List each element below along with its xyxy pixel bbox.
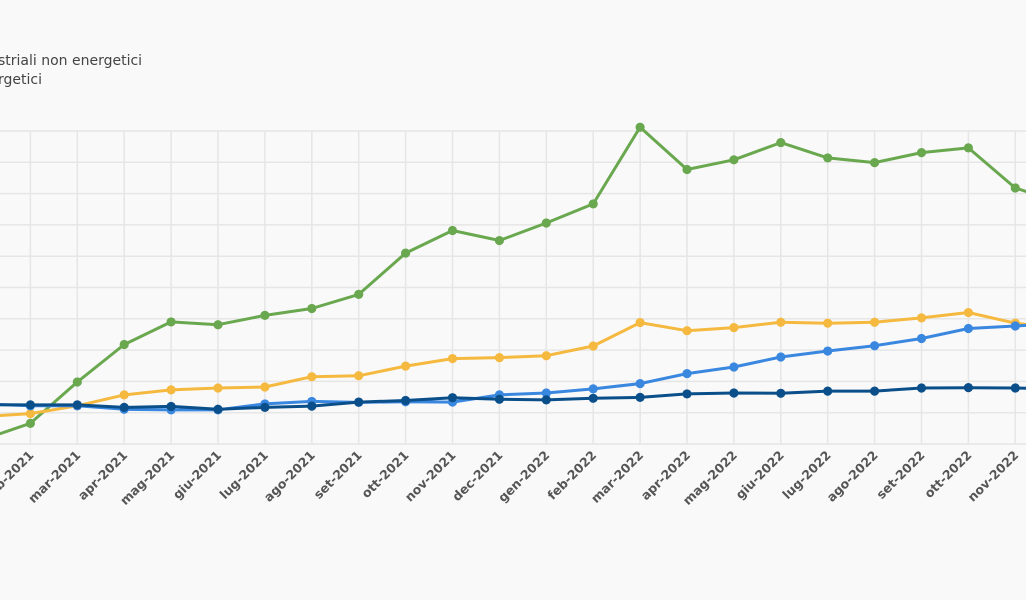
data-point — [823, 318, 833, 328]
data-point — [25, 409, 35, 419]
data-point — [682, 368, 692, 379]
data-point — [166, 317, 176, 327]
x-tick-label: ago-2021 — [261, 448, 318, 505]
series-line — [0, 311, 1026, 417]
x-axis-tick-labels: feb-2021mar-2021apr-2021mag-2021giu-2021… — [0, 448, 1021, 508]
data-point — [354, 289, 364, 299]
data-point — [916, 333, 927, 344]
data-point — [354, 397, 364, 407]
data-point — [166, 401, 176, 412]
data-point — [916, 147, 927, 158]
data-point — [635, 122, 645, 132]
data-point — [963, 307, 974, 318]
data-point — [494, 235, 504, 246]
data-point — [870, 317, 880, 327]
data-point — [963, 383, 974, 393]
x-tick-label: set-2021 — [310, 448, 364, 502]
data-point — [213, 404, 223, 414]
data-point — [588, 393, 598, 403]
data-point — [588, 341, 598, 351]
data-point — [260, 382, 270, 392]
data-point — [776, 317, 786, 327]
data-point — [1010, 321, 1020, 331]
data-point — [401, 395, 411, 406]
data-point — [823, 153, 833, 163]
data-point — [823, 386, 833, 396]
grid — [0, 130, 1026, 445]
data-point — [401, 248, 411, 258]
data-point — [729, 388, 739, 398]
data-point — [72, 400, 82, 410]
data-point — [870, 341, 880, 351]
series-0 — [0, 122, 1026, 436]
data-point — [541, 218, 551, 228]
x-tick-label: giu-2022 — [732, 448, 787, 503]
data-point — [916, 313, 927, 323]
series-1 — [0, 307, 1026, 419]
data-point — [729, 155, 739, 165]
series-line — [0, 323, 1026, 412]
series-group — [0, 122, 1026, 436]
data-point — [682, 326, 692, 336]
data-point — [213, 320, 223, 330]
data-point — [119, 402, 129, 412]
x-tick-label: nov-2022 — [964, 448, 1021, 505]
data-point — [588, 384, 598, 394]
data-point — [72, 377, 82, 387]
data-point — [307, 401, 317, 411]
data-point — [776, 388, 786, 398]
data-point — [119, 390, 129, 400]
data-point — [354, 371, 364, 381]
data-point — [260, 310, 270, 320]
data-point — [541, 395, 551, 405]
data-point — [963, 323, 974, 334]
x-tick-label: giu-2021 — [170, 448, 225, 503]
data-point — [635, 392, 645, 402]
data-point — [870, 158, 880, 168]
data-point — [729, 362, 739, 372]
series-line — [0, 386, 1026, 411]
data-point — [541, 351, 551, 361]
data-point — [260, 402, 270, 412]
data-point — [307, 303, 317, 314]
data-point — [119, 339, 129, 350]
data-point — [494, 394, 504, 404]
series-line — [0, 125, 1026, 436]
data-point — [729, 322, 739, 333]
data-point — [307, 372, 317, 382]
data-point — [541, 388, 551, 398]
data-point — [963, 143, 974, 153]
x-tick-label: ago-2022 — [823, 448, 880, 505]
data-point — [776, 352, 786, 362]
x-tick-label: set-2022 — [873, 448, 927, 502]
data-point — [635, 378, 645, 389]
data-point — [447, 393, 458, 403]
data-point — [1010, 183, 1020, 193]
data-point — [213, 383, 223, 393]
data-point — [401, 361, 411, 371]
data-point — [635, 317, 645, 328]
legend-item-industriali: striali non energetici — [0, 53, 143, 69]
data-point — [166, 385, 176, 395]
data-point — [870, 386, 880, 396]
data-point — [447, 225, 458, 236]
data-point — [494, 353, 504, 363]
data-point — [682, 164, 692, 175]
data-point — [588, 199, 598, 209]
data-point — [916, 383, 927, 393]
data-point — [25, 400, 35, 410]
data-point — [823, 346, 833, 356]
legend-item-energetici: rgetici — [0, 72, 42, 88]
series-3 — [0, 383, 1026, 414]
data-point — [25, 418, 35, 428]
x-tick-label: nov-2021 — [402, 448, 459, 505]
legend: striali non energetici rgetici — [0, 52, 142, 90]
data-point — [776, 137, 786, 148]
data-point — [1010, 383, 1020, 393]
x-tick-label: gen-2022 — [495, 448, 552, 505]
data-point — [682, 389, 692, 399]
data-point — [447, 353, 458, 364]
